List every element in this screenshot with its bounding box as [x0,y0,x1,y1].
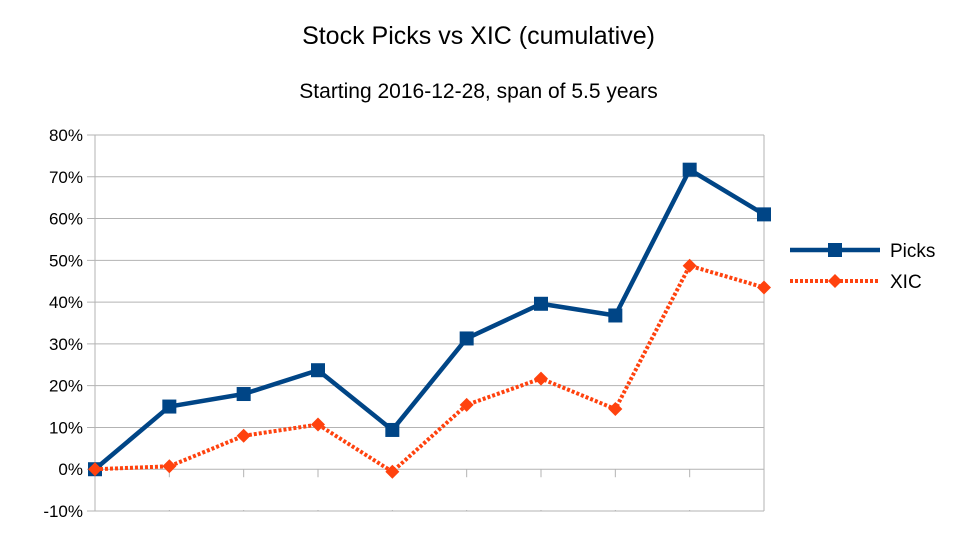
data-point [236,428,251,443]
series-layer [88,162,771,479]
data-point [757,280,771,295]
y-tick-label: 10% [49,418,83,437]
series-xic [88,258,771,479]
chart-subtitle: Starting 2016-12-28, span of 5.5 years [299,80,658,103]
y-tick-label: 60% [49,210,83,229]
data-point [459,397,474,412]
legend-marker-xic [828,274,842,288]
data-point [162,399,177,414]
data-point [757,207,771,222]
y-axis-ticks: -10% 0% 10% 20% 30% 40% 50% 60% 70% 80% [43,126,83,521]
data-point [162,459,177,474]
data-point [608,308,623,323]
y-tick-label: 0% [58,460,83,479]
series-picks [88,162,771,477]
legend-marker-picks [828,243,842,257]
y-tick-label: 40% [49,293,83,312]
y-tick-label: -10% [43,502,83,521]
data-point [88,462,102,477]
data-point [682,162,697,177]
data-point [682,258,697,273]
legend-label-xic: XIC [890,272,922,293]
chart-title: Stock Picks vs XIC (cumulative) [302,22,655,50]
data-point [311,363,325,378]
data-point [311,417,325,432]
data-point [608,402,623,417]
data-point [236,387,251,402]
y-tick-label: 30% [49,335,83,354]
y-tick-label: 80% [49,126,83,145]
data-point [385,464,400,479]
y-tick-label: 50% [49,251,83,270]
y-tick-label: 20% [49,377,83,396]
data-point [534,371,548,386]
data-point [534,296,548,311]
data-point [385,422,400,437]
legend-label-picks: Picks [890,241,935,262]
series-line-xic [94,263,765,474]
legend: Picks XIC [790,241,935,293]
data-point [459,331,474,346]
series-line-picks [93,167,766,471]
y-tick-label: 70% [49,168,83,187]
gridlines [87,134,764,512]
